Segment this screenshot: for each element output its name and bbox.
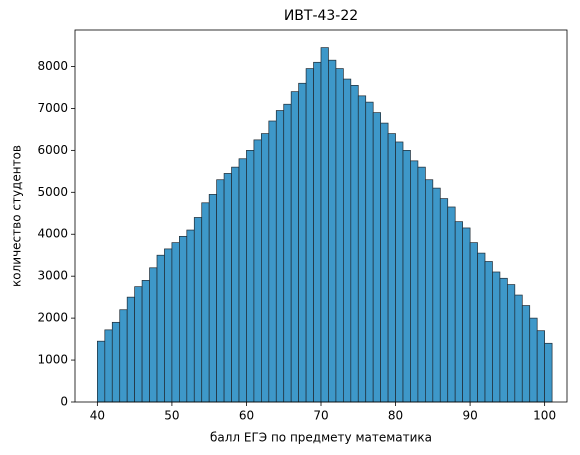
bar: [529, 317, 538, 403]
bar: [156, 254, 165, 403]
y-tick-label: 5000: [37, 185, 68, 199]
bar: [410, 160, 419, 403]
x-axis-label: балл ЕГЭ по предмету математика: [210, 431, 432, 445]
y-tick-label: 1000: [37, 353, 68, 367]
bar: [380, 122, 389, 403]
bar: [328, 59, 337, 403]
bar: [425, 179, 434, 403]
bar: [477, 252, 486, 403]
bar: [253, 139, 262, 403]
bar: [231, 166, 240, 403]
bar: [313, 61, 322, 403]
bar: [208, 194, 217, 403]
bar: [521, 305, 531, 403]
bar: [171, 242, 180, 403]
bar: [193, 217, 203, 403]
bar: [507, 284, 516, 403]
bar: [97, 340, 106, 403]
bar: [536, 330, 545, 403]
bar: [417, 166, 426, 403]
bar: [343, 78, 352, 403]
y-tick-label: 8000: [37, 59, 68, 73]
bar: [320, 47, 329, 403]
bar: [387, 133, 396, 403]
bar: [484, 261, 493, 403]
x-tick-label: 40: [90, 409, 105, 423]
bar: [119, 309, 128, 403]
x-tick-label: 50: [164, 409, 179, 423]
bar: [111, 321, 121, 403]
bar: [350, 85, 359, 403]
bar: [216, 179, 225, 403]
bar: [179, 235, 188, 403]
bar: [395, 141, 404, 403]
bar: [357, 95, 367, 403]
bar: [514, 294, 523, 403]
bar: [305, 68, 314, 403]
y-tick-label: 7000: [37, 101, 68, 115]
y-axis-label: количество студентов: [10, 145, 24, 287]
bar: [164, 248, 173, 403]
bar: [365, 101, 374, 403]
bar: [439, 198, 449, 403]
bar: [238, 158, 247, 403]
bar: [246, 150, 255, 403]
bar: [499, 277, 508, 403]
bar: [454, 221, 463, 403]
x-tick-label: 70: [313, 409, 328, 423]
bar: [201, 202, 210, 403]
bar: [290, 91, 299, 403]
y-tick-label: 4000: [37, 227, 68, 241]
bar: [261, 133, 270, 403]
bar: [544, 342, 553, 403]
x-tick-label: 100: [533, 409, 556, 423]
x-tick-label: 60: [239, 409, 254, 423]
bar: [402, 150, 411, 403]
x-tick-label: 90: [462, 409, 477, 423]
bar: [335, 68, 344, 403]
bar: [283, 103, 292, 403]
bar: [492, 271, 501, 403]
bar: [126, 296, 135, 403]
bar: [432, 187, 441, 403]
y-tick-label: 3000: [37, 269, 68, 283]
bar: [372, 112, 381, 403]
bar: [186, 229, 195, 403]
bar: [462, 227, 471, 403]
bar: [275, 110, 285, 403]
chart-title: ИВТ-43-22: [284, 8, 358, 24]
bar: [268, 120, 277, 403]
bar: [134, 286, 143, 403]
bar: [141, 280, 150, 403]
bar: [104, 329, 113, 403]
bar: [298, 82, 307, 403]
bar: [223, 173, 232, 403]
x-tick-label: 80: [388, 409, 403, 423]
y-tick-label: 2000: [37, 311, 68, 325]
bar: [447, 206, 456, 403]
y-tick-label: 0: [60, 395, 68, 409]
bar: [469, 242, 478, 403]
y-tick-label: 6000: [37, 143, 68, 157]
bar: [149, 267, 158, 403]
